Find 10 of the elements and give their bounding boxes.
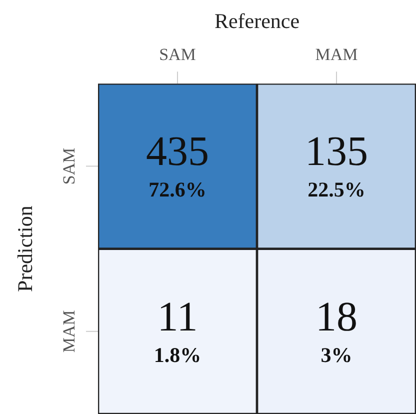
- data-label: 18: [316, 294, 358, 340]
- data-label: 435: [146, 129, 209, 176]
- annotation: 72.6%: [148, 178, 206, 202]
- data-label: 11: [157, 294, 198, 340]
- annotation: 22.5%: [308, 178, 366, 202]
- y-axis-title: Prediction: [13, 205, 38, 292]
- data-label: 135: [305, 129, 368, 176]
- annotation: 1.8%: [154, 342, 202, 367]
- x-axis-title: Reference: [214, 9, 300, 34]
- annotation: 3%: [320, 342, 352, 367]
